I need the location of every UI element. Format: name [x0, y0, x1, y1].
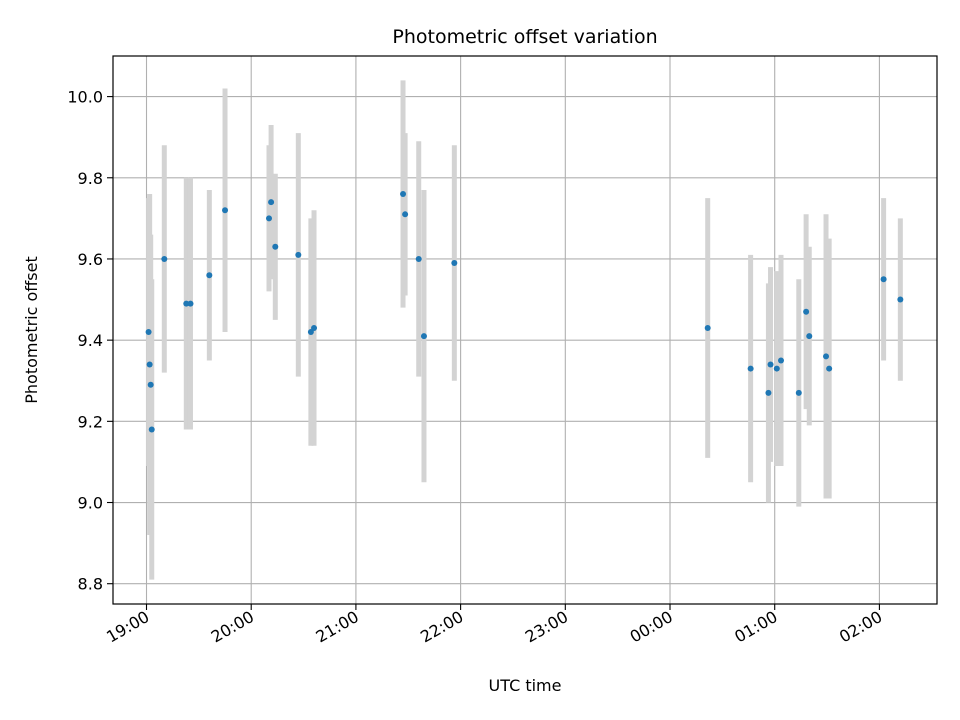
- y-tick-label: 8.8: [78, 575, 103, 594]
- data-point: [451, 260, 458, 267]
- y-tick-label: 10.0: [67, 88, 103, 107]
- x-axis-label: UTC time: [489, 676, 562, 695]
- y-axis-label: Photometric offset: [22, 256, 41, 404]
- data-point: [146, 361, 153, 368]
- data-point: [307, 329, 314, 336]
- data-point: [704, 324, 711, 331]
- data-point: [767, 361, 774, 368]
- y-tick-label: 9.2: [78, 412, 103, 431]
- data-point: [268, 199, 275, 206]
- data-point: [765, 389, 772, 396]
- data-point: [145, 329, 152, 336]
- data-point: [420, 333, 427, 340]
- data-point: [897, 296, 904, 303]
- data-point: [222, 207, 229, 214]
- data-point: [747, 365, 754, 372]
- data-point: [880, 276, 887, 283]
- data-point: [183, 300, 190, 307]
- data-point: [806, 333, 813, 340]
- data-point: [400, 191, 407, 198]
- data-point: [795, 389, 802, 396]
- data-point: [148, 426, 155, 433]
- data-point: [161, 255, 168, 262]
- data-point: [311, 324, 318, 331]
- data-point: [147, 381, 154, 388]
- data-point: [187, 300, 194, 307]
- data-point: [272, 243, 279, 250]
- plot-frame: [112, 55, 938, 605]
- y-tick-label: 9.8: [78, 169, 103, 188]
- data-point: [777, 357, 784, 364]
- data-point: [773, 365, 780, 372]
- data-point: [803, 308, 810, 315]
- data-point: [823, 353, 830, 360]
- data-point: [826, 365, 833, 372]
- data-point: [295, 251, 302, 258]
- chart-title: Photometric offset variation: [392, 26, 657, 48]
- y-tick-label: 9.4: [78, 331, 103, 350]
- data-point: [402, 211, 409, 218]
- data-points: [145, 191, 904, 433]
- y-tick-label: 9.0: [78, 494, 103, 513]
- data-point: [206, 272, 213, 279]
- data-point: [415, 255, 422, 262]
- data-point: [266, 215, 273, 222]
- y-tick-label: 9.6: [78, 250, 103, 269]
